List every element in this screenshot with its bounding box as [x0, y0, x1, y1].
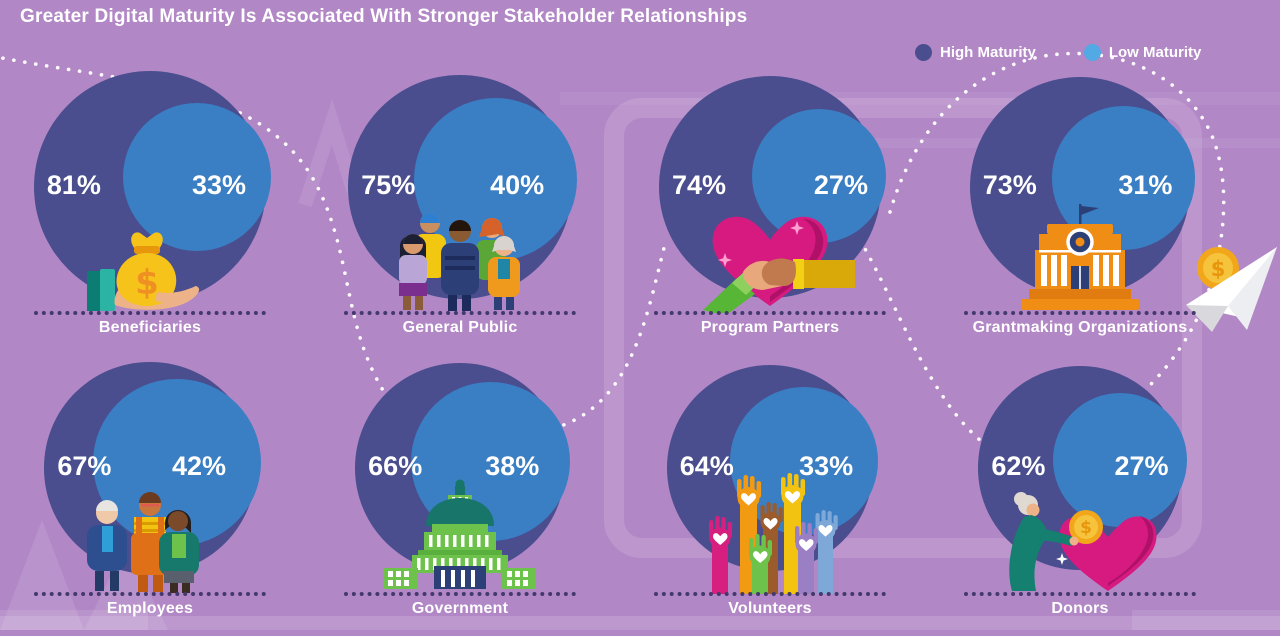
dotted-separator: [34, 311, 266, 315]
category-label: Beneficiaries: [98, 319, 202, 336]
category-label: Grantmaking Organizations: [972, 319, 1188, 336]
high-maturity-value: 81%: [46, 170, 101, 200]
svg-text:$: $: [1080, 518, 1092, 538]
heart-handshake-icon: [703, 216, 855, 313]
dotted-separator: [964, 592, 1196, 596]
dotted-separator: [654, 592, 886, 596]
high-maturity-value: 73%: [982, 170, 1037, 200]
capitol-building-icon: [384, 479, 536, 589]
low-maturity-value: 27%: [813, 170, 868, 200]
low-maturity-circle: [122, 102, 272, 252]
high-maturity-value: 66%: [368, 451, 423, 481]
category-label: General Public: [402, 319, 518, 336]
dotted-separator: [964, 311, 1196, 315]
legend-item-low-maturity: Low Maturity: [1083, 44, 1202, 61]
low-maturity-value: 27%: [1114, 451, 1169, 481]
category-label: Program Partners: [700, 319, 840, 336]
low-maturity-value: 31%: [1118, 170, 1173, 200]
donor-heart-coin-icon: $: [1009, 492, 1157, 591]
employees-group-icon: [87, 492, 199, 593]
category-label: Donors: [1051, 600, 1109, 617]
stakeholder-group-volunteers: 64% 33%: [615, 346, 925, 636]
high-maturity-dot-icon: [915, 44, 932, 61]
high-maturity-value: 74%: [671, 170, 727, 200]
low-maturity-circle: [1052, 392, 1187, 527]
decor-bottom-band: [0, 616, 1280, 630]
stakeholder-group-grantmaking-organizations: 73% 31% Grantmaking Organizations: [925, 65, 1235, 355]
low-maturity-value: 33%: [191, 170, 247, 200]
stakeholder-group-general-public: 75% 40% General Public: [305, 65, 615, 355]
dotted-separator: [344, 311, 576, 315]
legend-item-high-maturity: High Maturity: [915, 44, 1036, 61]
low-maturity-value: 38%: [485, 451, 540, 481]
stakeholder-group-donors: 62% 27% $ Donors: [925, 346, 1235, 636]
low-maturity-dot-icon: [1083, 44, 1101, 61]
high-maturity-value: 62%: [991, 451, 1046, 481]
legend-label: High Maturity: [940, 44, 1036, 61]
dotted-separator: [34, 592, 266, 596]
svg-text:$: $: [1211, 257, 1226, 281]
volunteer-hands-icon: [709, 473, 838, 594]
category-label: Volunteers: [728, 600, 812, 617]
low-maturity-value: 33%: [799, 451, 854, 481]
high-maturity-value: 64%: [679, 451, 734, 481]
low-maturity-value: 40%: [490, 170, 545, 200]
stakeholder-group-government: 66% 38% Government: [305, 346, 615, 636]
dotted-separator: [344, 592, 576, 596]
page-title: Greater Digital Maturity Is Associated W…: [20, 6, 748, 27]
dotted-separator: [654, 311, 886, 315]
svg-text:$: $: [135, 263, 159, 303]
stakeholder-group-beneficiaries: 81% 33% $ Beneficiaries: [0, 65, 305, 355]
paper-plane-coin-icon: $: [1186, 247, 1277, 332]
category-label: Employees: [106, 600, 194, 617]
stakeholder-group-employees: 67% 42% Employees: [0, 346, 305, 636]
category-label: Government: [411, 600, 509, 617]
high-maturity-value: 67%: [57, 451, 112, 481]
stakeholder-group-program-partners: 74% 27% Program Partners: [615, 65, 925, 355]
low-maturity-circle: [751, 109, 886, 244]
legend-label: Low Maturity: [1108, 44, 1202, 61]
decor-frame: [604, 98, 1202, 558]
people-group-icon: [399, 213, 520, 311]
hand-money-bag-icon: $: [87, 232, 200, 311]
low-maturity-value: 42%: [171, 451, 227, 481]
grant-building-icon: [1021, 204, 1139, 310]
high-maturity-value: 75%: [361, 170, 416, 200]
legend: High Maturity Low Maturity: [915, 44, 1201, 61]
